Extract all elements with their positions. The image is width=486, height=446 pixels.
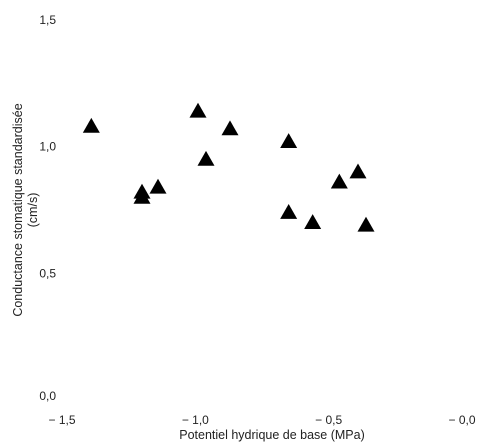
y-tick-label: 1,5 [39,13,56,27]
data-point-triangle [133,188,151,204]
x-tick-label: − 1,5 [48,413,75,427]
data-point-triangle [330,173,348,189]
data-point-triangle [357,216,375,232]
y-tick-label: 1,0 [39,140,56,154]
x-axis-title: Potentiel hydrique de base (MPa) [179,428,365,442]
y-axis-title-line-1: Conductance stomatique standardisée [11,103,25,316]
data-point-triangle [349,163,367,179]
tick-labels: − 1,5 − 1,0 − 0,5 − 0,0 0,0 0,5 1,0 1,5 [39,13,476,427]
data-point-triangle [304,214,322,230]
data-point-triangle [149,178,167,194]
x-tick-label: − 0,0 [448,413,475,427]
data-point-triangle [197,150,215,166]
data-point-triangle [189,102,207,118]
y-axis-title-group: Conductance stomatique standardisée (cm/… [11,103,40,316]
y-tick-label: 0,0 [39,389,56,403]
data-point-triangle [221,120,239,136]
y-tick-label: 0,5 [39,266,56,280]
x-tick-label: − 0,5 [315,413,342,427]
data-point-triangle [280,204,298,219]
data-point-triangle [82,117,100,133]
data-points [82,102,375,232]
y-axis-title-line-2: (cm/s) [26,193,40,228]
x-tick-label: − 1,0 [182,413,209,427]
data-point-triangle [280,133,298,148]
